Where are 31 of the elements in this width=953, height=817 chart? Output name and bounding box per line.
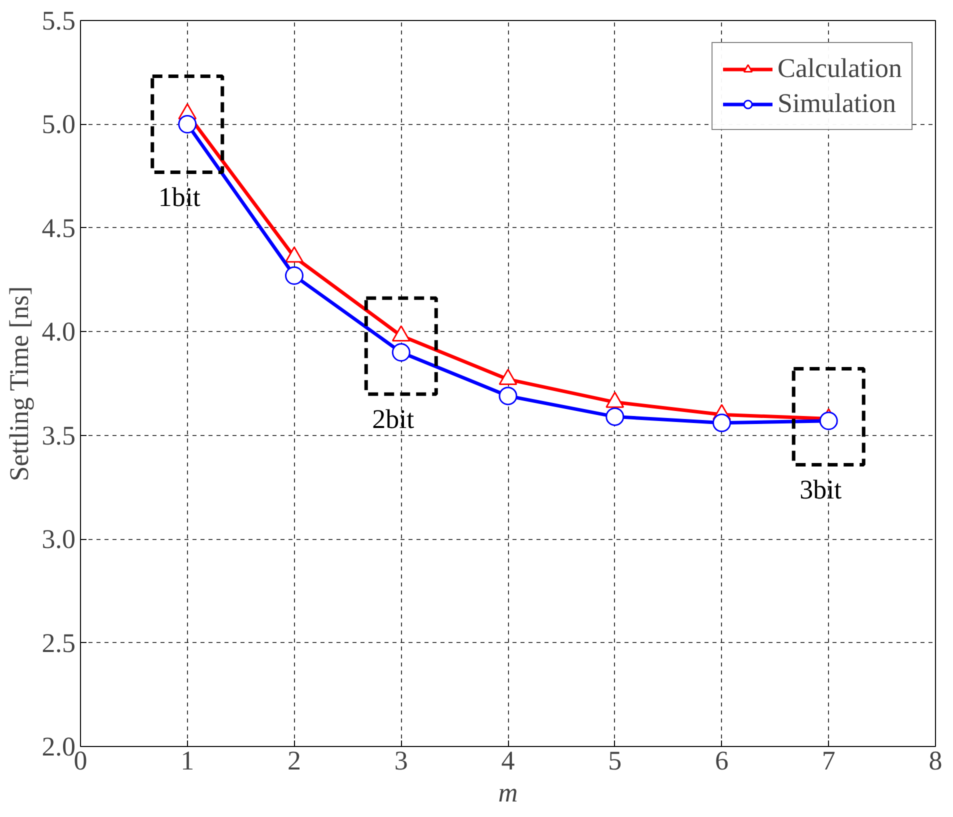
point [498, 386, 518, 406]
point [285, 266, 304, 285]
y-axis-title: Settling Time [ns] [4, 286, 34, 482]
y-tick-label: 5.0 [42, 109, 76, 140]
point [392, 343, 410, 362]
y-tick-label: 2.0 [42, 732, 76, 762]
y-tick-label: 3.5 [42, 420, 76, 450]
x-axis-title: m [498, 778, 518, 808]
x-tick-label: 7 [822, 746, 836, 776]
x-tick-label: 4 [501, 746, 516, 776]
annotation: 3bit [800, 474, 842, 505]
y-tick-label: 4.5 [42, 212, 76, 243]
y-tick-label: 3.0 [42, 524, 76, 554]
annotation: 1bit [158, 182, 201, 212]
x-tick-label: 2 [288, 746, 301, 776]
y-tick-label: 5.5 [42, 6, 76, 36]
point [819, 412, 838, 430]
x-tick-label: 6 [715, 746, 728, 776]
point [712, 414, 731, 432]
point [285, 246, 304, 263]
annotation: 2bit [372, 404, 415, 434]
legend-label: Calculation [778, 53, 902, 84]
x-tick-label: 3 [394, 746, 408, 776]
y-tick-label: 4.0 [42, 316, 76, 347]
y-tick-label: 2.5 [42, 628, 76, 658]
legend-label: Simulation [778, 88, 896, 119]
point [606, 407, 624, 426]
x-tick-label: 5 [608, 746, 622, 776]
x-tick-label: 0 [74, 746, 88, 776]
x-tick-label: 1 [180, 746, 194, 776]
x-tick-label: 8 [928, 746, 942, 776]
